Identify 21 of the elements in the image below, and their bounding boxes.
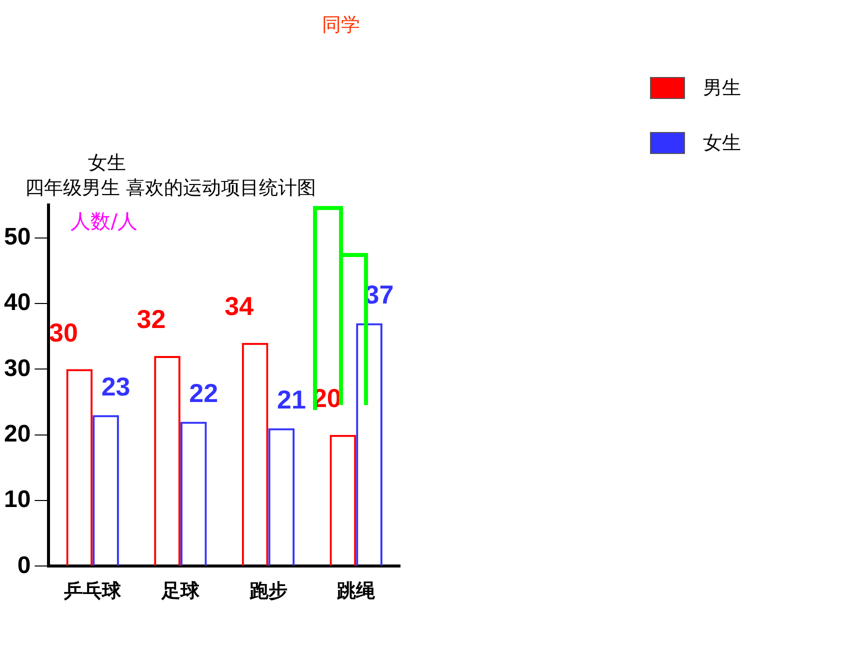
- y-tick-label: 40: [4, 289, 31, 316]
- legend-label: 女生: [703, 130, 741, 156]
- data-label: 34: [224, 291, 254, 322]
- text: 同学: [322, 13, 360, 38]
- x-tick-label: 跑步: [248, 580, 288, 602]
- chart-title: 四年级男生 喜欢的运动项目统计图: [25, 176, 316, 201]
- text: 女生: [88, 151, 126, 176]
- x-tick-label: 足球: [160, 580, 200, 602]
- legend-label: 男生: [703, 76, 741, 100]
- y-tick-label: 50: [4, 223, 31, 250]
- data-label: 21: [276, 384, 306, 414]
- y-tick-label: 30: [4, 354, 31, 382]
- y-tick-label: 0: [17, 552, 31, 579]
- y-axis-title: 人数/人: [70, 209, 138, 234]
- y-tick-label: 20: [4, 420, 31, 448]
- data-label: 23: [101, 371, 130, 402]
- data-label: 22: [189, 378, 218, 408]
- data-label: 32: [136, 304, 166, 334]
- x-tick-label: 乒乓球: [63, 580, 122, 602]
- y-tick-label: 10: [4, 486, 31, 514]
- x-tick-label: 跳绳: [336, 580, 376, 602]
